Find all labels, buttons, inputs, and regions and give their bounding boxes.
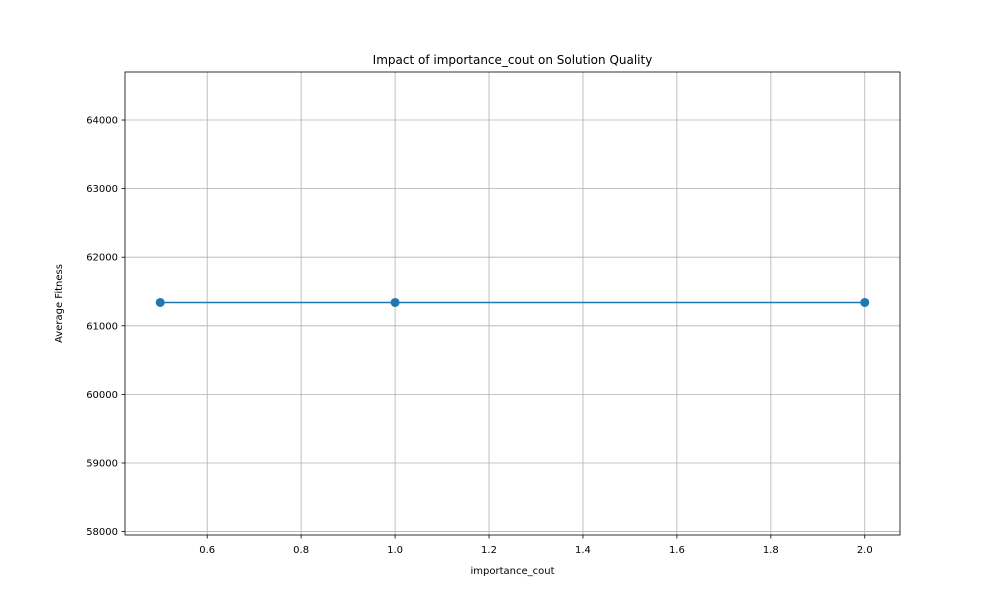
grid: [125, 72, 900, 535]
x-tick-label: 1.4: [575, 545, 591, 556]
y-axis-ticks: 58000 59000 60000 61000 62000 63000 64000: [86, 116, 125, 538]
x-tick-label: 1.8: [763, 545, 779, 556]
y-tick-label: 60000: [86, 390, 118, 401]
y-tick-label: 58000: [86, 527, 118, 538]
plot-area-frame: [124, 71, 901, 536]
x-tick-label: 2.0: [857, 545, 873, 556]
y-tick-label: 64000: [86, 116, 118, 127]
chart-title: Impact of importance_cout on Solution Qu…: [373, 53, 653, 67]
x-tick-label: 1.6: [669, 545, 685, 556]
x-tick-label: 0.8: [293, 545, 309, 556]
series-layer: [155, 297, 870, 307]
y-tick-label: 61000: [86, 321, 118, 332]
data-point: [860, 297, 870, 307]
data-point: [155, 297, 165, 307]
x-tick-label: 1.0: [387, 545, 403, 556]
data-point: [390, 297, 400, 307]
x-axis-ticks: 0.6 0.8 1.0 1.2 1.4 1.6 1.8 2.0: [199, 535, 873, 556]
y-axis-label: Average Fitness: [54, 264, 65, 343]
y-tick-label: 59000: [86, 458, 118, 469]
y-tick-label: 63000: [86, 184, 118, 195]
x-tick-label: 0.6: [199, 545, 215, 556]
x-axis-label: importance_cout: [470, 566, 554, 577]
x-tick-label: 1.2: [481, 545, 497, 556]
y-tick-label: 62000: [86, 253, 118, 264]
